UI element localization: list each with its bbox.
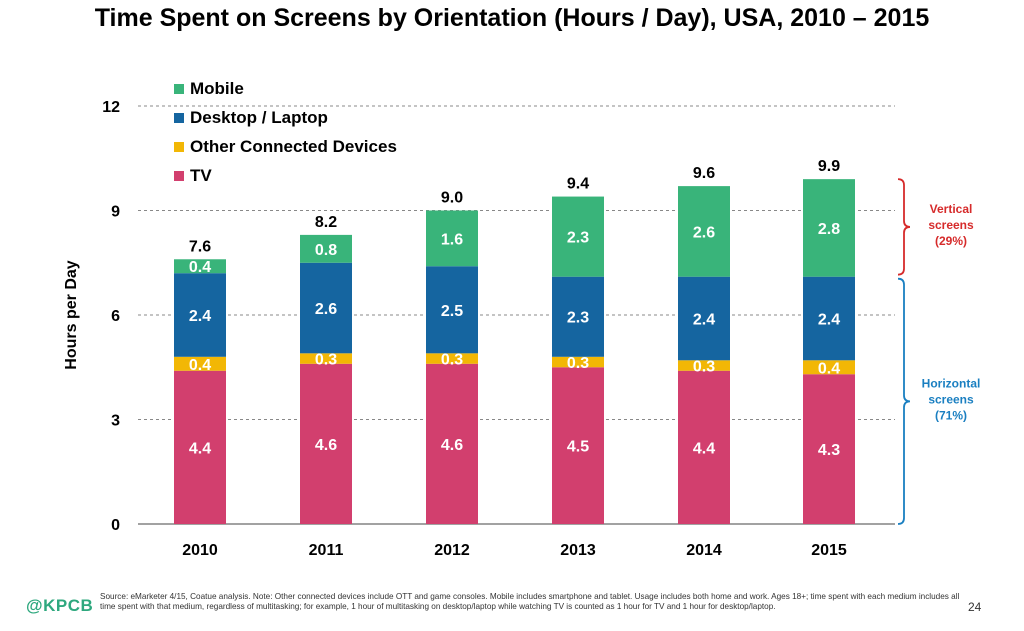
data-label: 2.5 xyxy=(441,303,463,320)
vertical-annotation: screens xyxy=(928,218,974,232)
data-label: 4.4 xyxy=(189,440,211,457)
data-label: 0.3 xyxy=(315,352,337,369)
total-label: 9.9 xyxy=(818,158,840,175)
bar-segment xyxy=(803,179,855,277)
bar-segment xyxy=(678,360,730,371)
data-label: 2.4 xyxy=(693,311,715,328)
data-label: 0.8 xyxy=(315,242,337,259)
bar-segment xyxy=(174,356,226,371)
bar-segment xyxy=(300,262,352,354)
legend-swatch xyxy=(174,142,184,152)
legend-swatch xyxy=(174,171,184,181)
bar-segment xyxy=(803,276,855,361)
total-label: 7.6 xyxy=(189,238,211,255)
bar-segment xyxy=(552,367,604,524)
bar-segment xyxy=(426,353,478,364)
x-tick-label: 2012 xyxy=(434,542,470,559)
vertical-bracket xyxy=(897,178,911,276)
horizontal-bracket xyxy=(897,277,911,525)
kpcb-logo: @KPCB xyxy=(26,596,94,615)
y-axis-label: Hours per Day xyxy=(63,260,80,369)
x-tick-label: 2013 xyxy=(560,542,596,559)
data-label: 4.6 xyxy=(441,437,463,454)
data-label: 0.4 xyxy=(189,259,211,276)
legend-swatch xyxy=(174,84,184,94)
bar-segment xyxy=(678,276,730,361)
x-tick-label: 2015 xyxy=(811,542,847,559)
data-label: 2.6 xyxy=(315,301,337,318)
bar-segment xyxy=(300,353,352,364)
data-label: 2.3 xyxy=(567,230,589,247)
bar-segment xyxy=(678,370,730,524)
data-label: 4.4 xyxy=(693,440,715,457)
chart-title: Time Spent on Screens by Orientation (Ho… xyxy=(94,4,930,32)
bar-segment xyxy=(300,363,352,524)
total-label: 9.0 xyxy=(441,190,463,207)
data-label: 0.3 xyxy=(441,352,463,369)
horizontal-annotation: screens xyxy=(928,392,974,406)
data-label: 2.3 xyxy=(567,310,589,327)
bar-segment xyxy=(426,266,478,354)
legend-swatch xyxy=(174,113,184,123)
bar-segment xyxy=(803,360,855,375)
page-number: 24 xyxy=(968,600,982,614)
bar-segment xyxy=(426,363,478,524)
source-note: Source: eMarketer 4/15, Coatue analysis.… xyxy=(100,592,960,611)
horizontal-annotation: (71%) xyxy=(935,408,967,422)
bar-segment xyxy=(803,374,855,524)
total-label: 8.2 xyxy=(315,214,337,231)
bar-segment xyxy=(678,186,730,277)
data-label: 0.3 xyxy=(693,359,715,376)
legend-label: Mobile xyxy=(190,79,244,98)
stacked-bar-chart: 0 3 6 9 12 Hours per Day 4.4 0.4 2.4 0.4 7.6 2010 4.… xyxy=(63,79,981,559)
y-tick-label: 0 xyxy=(111,517,120,534)
vertical-annotation: Vertical xyxy=(930,202,973,216)
bar-segment xyxy=(552,196,604,277)
legend-label: TV xyxy=(190,166,212,185)
data-label: 4.5 xyxy=(567,439,589,456)
x-tick-label: 2011 xyxy=(309,542,344,559)
y-tick-label: 9 xyxy=(111,204,120,221)
bar-segment xyxy=(300,234,352,263)
legend-label: Other Connected Devices xyxy=(190,137,397,156)
bar-segment xyxy=(552,276,604,357)
total-label: 9.6 xyxy=(693,165,715,182)
bar-segment xyxy=(174,370,226,524)
horizontal-annotation: Horizontal xyxy=(922,376,981,390)
bar-segment xyxy=(174,259,226,274)
data-label: 2.4 xyxy=(818,311,840,328)
data-label: 0.3 xyxy=(567,355,589,372)
total-label: 9.4 xyxy=(567,176,589,193)
y-tick-label: 3 xyxy=(111,413,120,430)
data-label: 0.4 xyxy=(818,360,840,377)
data-label: 2.8 xyxy=(818,221,840,238)
data-label: 4.3 xyxy=(818,442,840,459)
data-label: 1.6 xyxy=(441,231,463,248)
vertical-annotation: (29%) xyxy=(935,234,967,248)
legend-label: Desktop / Laptop xyxy=(190,108,328,127)
bar-segment xyxy=(426,210,478,267)
x-tick-label: 2010 xyxy=(182,542,218,559)
data-label: 0.4 xyxy=(189,357,211,374)
bar-segment xyxy=(174,273,226,357)
y-tick-label: 6 xyxy=(111,308,120,325)
bar-segment xyxy=(552,356,604,368)
data-label: 2.6 xyxy=(693,224,715,241)
data-label: 2.4 xyxy=(189,308,211,325)
data-label: 4.6 xyxy=(315,437,337,454)
x-tick-label: 2014 xyxy=(686,542,722,559)
y-tick-label: 12 xyxy=(102,99,120,116)
